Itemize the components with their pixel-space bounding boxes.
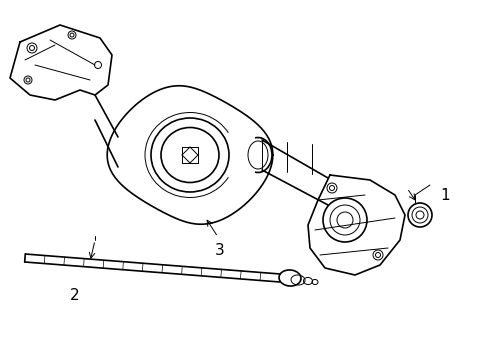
Text: 3: 3 (215, 243, 224, 258)
Text: 1: 1 (439, 188, 448, 202)
Text: 2: 2 (70, 288, 80, 303)
